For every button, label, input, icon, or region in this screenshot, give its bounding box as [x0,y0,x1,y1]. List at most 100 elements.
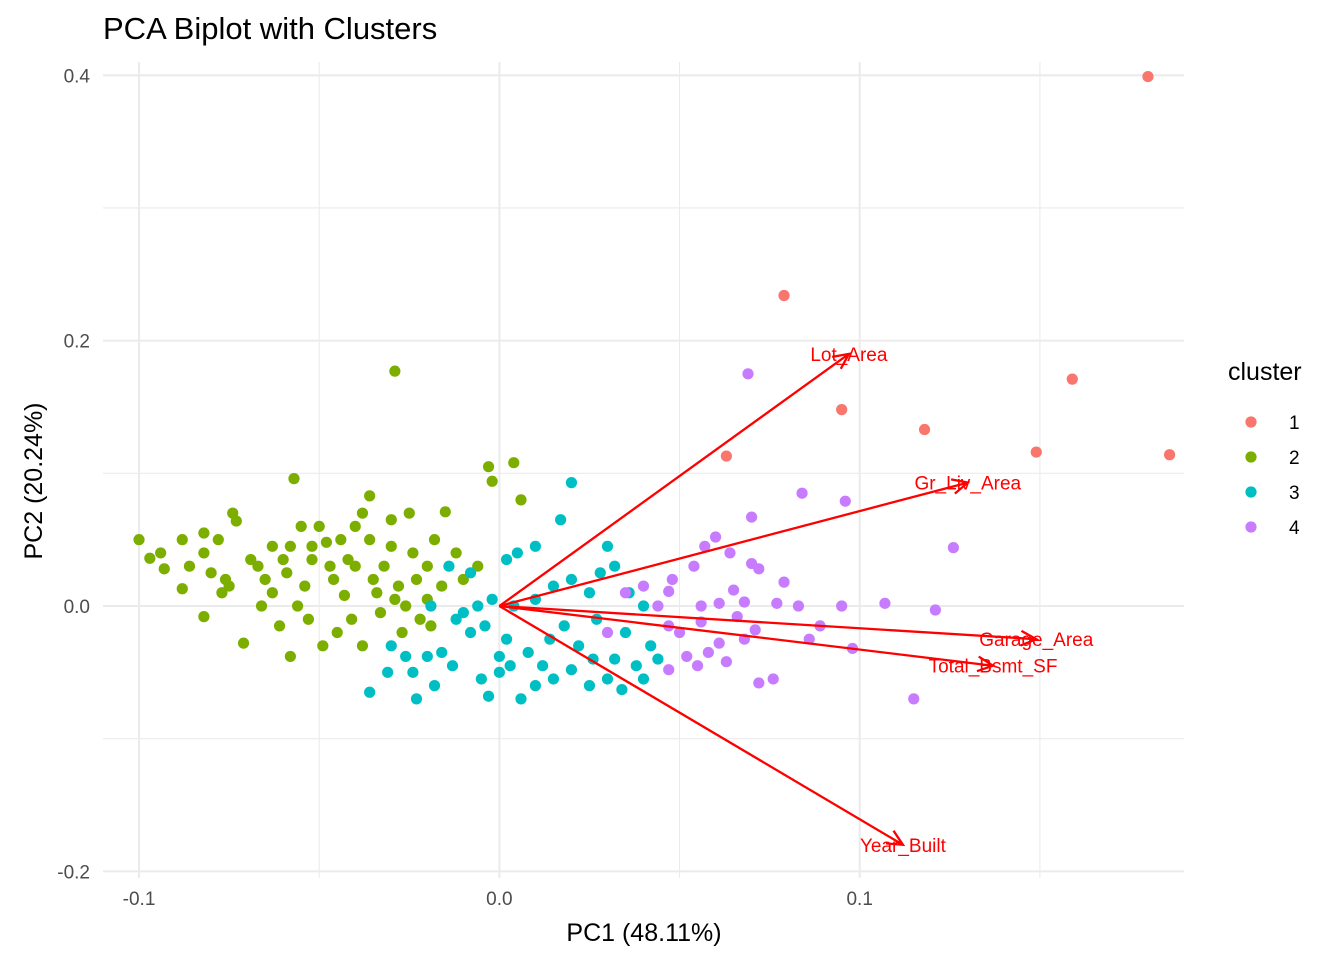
data-point-cluster-2 [266,587,278,599]
data-point-cluster-3 [529,540,542,552]
data-point-cluster-3 [555,514,567,526]
y-axis-title: PC2 (20.24%) [20,402,48,559]
data-point-cluster-2 [306,540,318,552]
loading-arrowhead [950,478,971,495]
data-point-cluster-4 [720,656,732,668]
legend-key-1 [1245,416,1257,428]
loading-arrowhead [976,655,996,673]
y-tick-label: -0.2 [57,862,90,883]
data-point-cluster-4 [929,604,941,616]
data-point-cluster-2 [266,540,278,552]
loading-arrowhead [1020,629,1039,647]
data-point-cluster-2 [378,560,390,572]
data-point-cluster-2 [410,573,423,586]
legend-title: cluster [1228,358,1302,386]
data-point-cluster-3 [652,653,664,665]
data-point-cluster-2 [367,573,379,586]
data-point-cluster-1 [1066,373,1078,385]
data-point-cluster-3 [511,547,523,559]
data-point-cluster-3 [443,560,455,572]
data-point-cluster-2 [295,520,307,532]
data-point-cluster-2 [374,607,387,619]
data-point-cluster-4 [836,600,848,612]
data-point-cluster-2 [482,461,495,473]
data-point-cluster-2 [335,534,347,546]
data-point-cluster-2 [349,520,361,532]
data-point-cluster-3 [428,680,441,692]
data-point-cluster-4 [908,693,920,705]
loading-label: Lot_Area [810,345,888,366]
loading-label: Gr_Liv_Area [914,474,1021,495]
data-point-cluster-2 [436,580,448,592]
data-point-cluster-4 [688,560,700,572]
data-point-cluster-2 [349,560,361,572]
data-point-cluster-2 [133,534,145,546]
data-point-cluster-2 [245,553,257,566]
data-point-cluster-2 [158,563,170,575]
data-point-cluster-3 [500,633,513,645]
data-point-cluster-4 [709,531,722,543]
data-point-cluster-3 [486,593,498,605]
data-point-cluster-2 [198,527,210,539]
data-point-cluster-2 [364,490,376,502]
data-point-cluster-4 [663,585,675,598]
legend-label-4: 4 [1289,518,1300,539]
data-point-cluster-4 [738,596,750,608]
data-point-cluster-3 [493,666,505,678]
data-point-cluster-3 [385,640,397,652]
data-point-cluster-4 [713,597,725,609]
data-point-cluster-4 [724,547,736,559]
data-point-cluster-2 [346,613,358,625]
legend-key-2 [1245,451,1257,463]
data-point-cluster-2 [486,475,498,487]
data-point-cluster-4 [601,626,614,639]
legend-label-2: 2 [1289,448,1300,469]
data-point-cluster-3 [493,650,505,663]
data-point-cluster-4 [695,600,707,612]
data-point-cluster-3 [616,683,628,696]
data-point-cluster-3 [529,680,542,692]
legend-label-3: 3 [1289,483,1300,504]
data-point-cluster-3 [637,673,650,685]
data-point-cluster-1 [836,404,848,416]
data-point-cluster-3 [504,660,516,672]
data-point-cluster-2 [331,626,343,639]
data-point-cluster-2 [259,573,271,586]
data-point-cluster-3 [645,640,657,652]
data-point-cluster-2 [205,567,217,579]
data-point-cluster-2 [396,626,408,639]
data-point-cluster-2 [230,515,242,527]
data-point-cluster-2 [155,547,167,559]
data-point-cluster-4 [742,368,754,380]
data-point-cluster-2 [183,560,196,572]
data-point-cluster-3 [475,673,487,685]
data-points [133,70,1176,705]
data-point-cluster-4 [839,495,851,507]
data-point-cluster-3 [601,673,614,685]
axis-tick-labels: -0.1 0.0 0.1 -0.2 0.0 0.2 0.4 [57,66,873,910]
data-point-cluster-2 [237,637,250,649]
data-point-cluster-3 [450,613,462,625]
data-point-cluster-2 [306,553,318,566]
data-point-cluster-3 [446,660,459,672]
data-point-cluster-3 [410,693,423,705]
data-point-cluster-3 [583,587,596,599]
data-point-cluster-2 [392,580,405,592]
legend-key-4 [1245,521,1257,533]
data-point-cluster-4 [691,660,704,672]
loading-arrow [499,604,1037,641]
data-point-cluster-3 [400,650,412,663]
data-point-cluster-2 [385,514,397,526]
data-point-cluster-2 [198,611,210,623]
data-point-cluster-2 [216,587,228,599]
data-point-cluster-3 [472,600,484,612]
data-point-cluster-2 [338,589,351,601]
data-point-cluster-4 [652,600,664,612]
data-point-cluster-2 [356,507,369,519]
data-point-cluster-2 [284,540,296,552]
data-point-cluster-2 [371,587,383,599]
data-point-cluster-3 [558,620,570,632]
data-point-cluster-4 [749,624,761,636]
data-point-cluster-2 [400,600,412,612]
